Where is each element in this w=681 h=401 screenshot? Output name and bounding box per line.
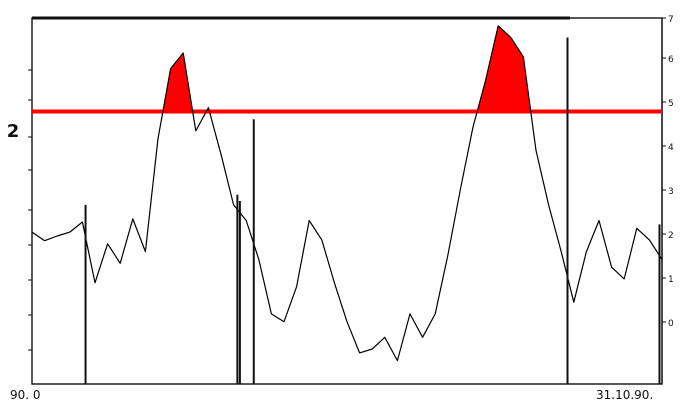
threshold-label: 2 <box>7 121 20 142</box>
right-tick-label: 4 <box>668 143 674 153</box>
left-axis-ticks <box>28 69 32 351</box>
right-tick-label: 2 <box>668 231 674 241</box>
right-tick-label: 6 <box>668 55 674 65</box>
right-tick-label: 0 <box>668 319 674 329</box>
right-tick-label: 3 <box>668 187 674 197</box>
x-end-label: 31.10.90. <box>596 388 653 401</box>
right-axis-ticks <box>662 17 666 323</box>
series-line <box>31 25 663 362</box>
threshold-fill <box>477 25 531 112</box>
right-tick-label: 1 <box>668 275 674 285</box>
right-tick-label: 5 <box>668 99 674 109</box>
threshold-fill-areas <box>162 25 531 112</box>
x-start-label: 90. 0 <box>10 388 41 401</box>
right-axis-tick-labels: 7 6 5 4 3 2 1 0 <box>668 15 674 329</box>
marker-lines <box>84 37 661 384</box>
right-tick-label: 7 <box>668 15 674 25</box>
